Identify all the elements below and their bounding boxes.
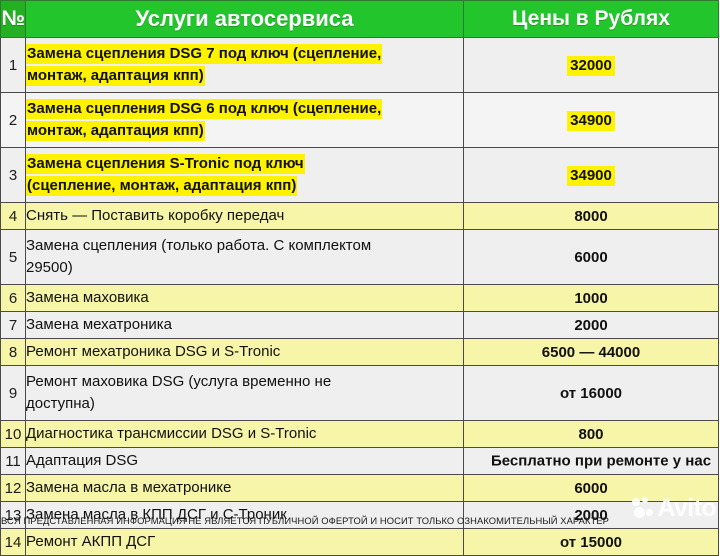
table-row: 9 Ремонт маховика DSG (услуга временно н… [0,365,719,421]
row-price: 1000 [463,284,719,312]
table-row: 7 Замена мехатроника 2000 [0,311,719,339]
row-number: 3 [0,147,26,203]
row-service: Замена масла в мехатронике [25,474,464,502]
table-row: 8 Ремонт мехатроника DSG и S-Tronic 6500… [0,338,719,366]
row-number: 9 [0,365,26,421]
table-row: 2 Замена сцепления DSG 6 под ключ (сцепл… [0,92,719,148]
row-number: 8 [0,338,26,366]
table-row: 11 Адаптация DSG Бесплатно при ремонте у… [0,447,719,475]
row-service: Ремонт мехатроника DSG и S-Tronic [25,338,464,366]
row-price-value: 34900 [567,165,615,186]
row-number: 13 [0,501,26,529]
row-service-line-2: доступна) [26,395,95,412]
row-service: Ремонт маховика DSG (услуга временно не … [25,365,464,421]
row-price: 8000 [463,202,719,230]
column-header-service: Услуги автосервиса [25,0,464,38]
row-number: 12 [0,474,26,502]
row-service: Замена маховика [25,284,464,312]
row-price-value: 32000 [567,55,615,76]
row-service-line-1: Замена сцепления DSG 6 под ключ (сцеплен… [26,98,383,119]
row-service-line-2: монтаж, адаптация кпп) [26,121,205,141]
row-price: 2000 [463,311,719,339]
row-price-value: Бесплатно при ремонте у нас [490,452,712,470]
table-row: 12 Замена масла в мехатронике 6000 [0,474,719,502]
row-service-line-1: Замена сцепления (только работа. С компл… [26,236,372,254]
row-service-line-1: Ремонт маховика DSG (услуга временно не [26,372,332,390]
row-price: от 16000 [463,365,719,421]
row-price: 32000 [463,37,719,93]
row-service-line-1: Замена сцепления DSG 7 под ключ (сцеплен… [26,43,383,64]
row-service: Замена мехатроника [25,311,464,339]
row-service: Замена сцепления S-Tronic под ключ (сцеп… [25,147,464,203]
disclaimer-text: ВСЯ ПРЕДСТАВЛЕННАЯ ИНФОРМАЦИЯ НЕ ЯВЛЯЕТС… [1,516,610,527]
table-row: 1 Замена сцепления DSG 7 под ключ (сцепл… [0,37,719,93]
row-price: 6500 — 44000 [463,338,719,366]
row-number: 2 [0,92,26,148]
row-service-line-2: 29500) [26,259,73,276]
row-price: 800 [463,420,719,448]
column-header-price: Цены в Рублях [463,0,719,38]
table-row: 5 Замена сцепления (только работа. С ком… [0,229,719,285]
row-price: 34900 [463,92,719,148]
table-row: 4 Снять — Поставить коробку передач 8000 [0,202,719,230]
column-header-number: № [0,0,26,38]
table-row: 6 Замена маховика 1000 [0,284,719,312]
row-price: Бесплатно при ремонте у нас [463,447,719,475]
row-service: Адаптация DSG [25,447,464,475]
table-row: 10 Диагностика трансмиссии DSG и S-Troni… [0,420,719,448]
row-number: 10 [0,420,26,448]
row-service: Замена сцепления (только работа. С компл… [25,229,464,285]
row-price-value: 34900 [567,110,615,131]
row-service-line-1: Замена сцепления S-Tronic под ключ [26,153,305,174]
row-number: 7 [0,311,26,339]
row-service: Ремонт АКПП ДСГ [25,528,464,556]
row-number: 14 [0,528,26,556]
table-row: 14 Ремонт АКПП ДСГ от 15000 [0,528,719,556]
row-number: 1 [0,37,26,93]
table-row: 3 Замена сцепления S-Tronic под ключ (сц… [0,147,719,203]
row-service: Диагностика трансмиссии DSG и S-Tronic [25,420,464,448]
row-service-line-2: (сцепление, монтаж, адаптация кпп) [26,176,298,196]
row-service: Замена сцепления DSG 6 под ключ (сцеплен… [25,92,464,148]
table-row: 13 Замена масла в КПП ДСГ и С-Троник 200… [0,501,719,529]
row-number: 6 [0,284,26,312]
row-number: 5 [0,229,26,285]
row-service: Снять — Поставить коробку передач [25,202,464,230]
row-number: 4 [0,202,26,230]
row-price: 6000 [463,474,719,502]
row-price: 34900 [463,147,719,203]
row-price: от 15000 [463,528,719,556]
row-price: 6000 [463,229,719,285]
table-header-row: № Услуги автосервиса Цены в Рублях [0,0,719,38]
row-service-line-2: монтаж, адаптация кпп) [26,66,205,86]
row-service: Замена сцепления DSG 7 под ключ (сцеплен… [25,37,464,93]
row-number: 11 [0,447,26,475]
